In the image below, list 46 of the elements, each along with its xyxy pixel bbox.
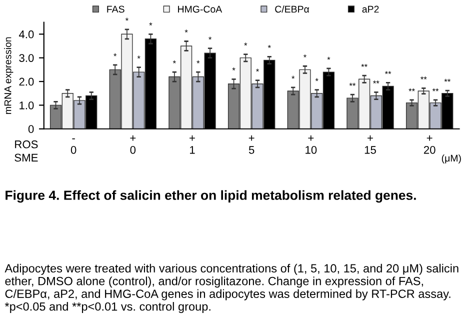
x-tick-label: + 5 bbox=[248, 135, 254, 154]
text: Figure 4. Effect of salicin ether on lipid metabolism related genes. bbox=[6, 190, 416, 203]
legend-label: FAS bbox=[107, 6, 124, 13]
data-label: * bbox=[292, 76, 295, 79]
text: Adipocytes were treated with various concentrations of (1, 5, 10, 15, and 20 μM) salicin ether, DMSO alone (control), and/or rosiglitazone. Change in expression of FAS, C/EBPα, aP2, and HMG-CoA genes in adipocytes was determined by RT-PCR assay. *p<0.05 and **p<0.01 vs. control group. bbox=[4, 264, 458, 314]
data-label: * bbox=[184, 30, 188, 33]
data-label: * bbox=[244, 42, 248, 46]
y-tick-label: 2.0 bbox=[19, 78, 34, 86]
data-label: * bbox=[172, 60, 176, 64]
x-tick-label: + 1 bbox=[190, 135, 195, 154]
data-label: * bbox=[232, 68, 236, 70]
x-tick-label: + 0 bbox=[130, 135, 136, 154]
x-tick-label: + 20 bbox=[424, 135, 436, 154]
data-label: * bbox=[114, 53, 117, 56]
y-tick-label: 3.0 bbox=[19, 54, 34, 62]
x-tick-label: + 10 bbox=[306, 135, 317, 154]
text: SME bbox=[14, 154, 38, 162]
legend-label: aP2 bbox=[362, 6, 379, 13]
data-label: * bbox=[303, 54, 306, 58]
y-axis-title: mRNA expression bbox=[4, 37, 14, 114]
data-label: * bbox=[256, 68, 259, 72]
data-label: ** bbox=[432, 88, 439, 92]
text: (μM) bbox=[442, 154, 461, 164]
x-tick-label: - 0 bbox=[70, 138, 76, 154]
data-label: ** bbox=[349, 82, 356, 86]
data-label: * bbox=[149, 22, 152, 26]
data-label: ** bbox=[384, 71, 392, 74]
data-label: * bbox=[125, 18, 128, 21]
legend-label: C/EBPα bbox=[275, 5, 310, 13]
data-label: * bbox=[196, 60, 200, 64]
data-label: ** bbox=[408, 88, 415, 92]
x-tick-label: + 15 bbox=[364, 135, 376, 154]
data-label: * bbox=[208, 36, 212, 40]
y-tick-label: 1.0 bbox=[20, 101, 34, 110]
data-label: ** bbox=[420, 76, 427, 80]
y-tick-label: 4.0 bbox=[18, 30, 34, 38]
data-label: * bbox=[315, 78, 318, 82]
text: ROS bbox=[15, 140, 38, 148]
data-label: * bbox=[268, 45, 271, 48]
data-label: * bbox=[327, 56, 330, 60]
data-label: ** bbox=[373, 80, 380, 84]
data-label: ** bbox=[361, 64, 368, 67]
y-tick-label: 0 bbox=[28, 125, 34, 134]
legend-label: HMG-CoA bbox=[178, 6, 222, 13]
data-label: ** bbox=[444, 78, 450, 82]
data-label: * bbox=[137, 56, 140, 59]
